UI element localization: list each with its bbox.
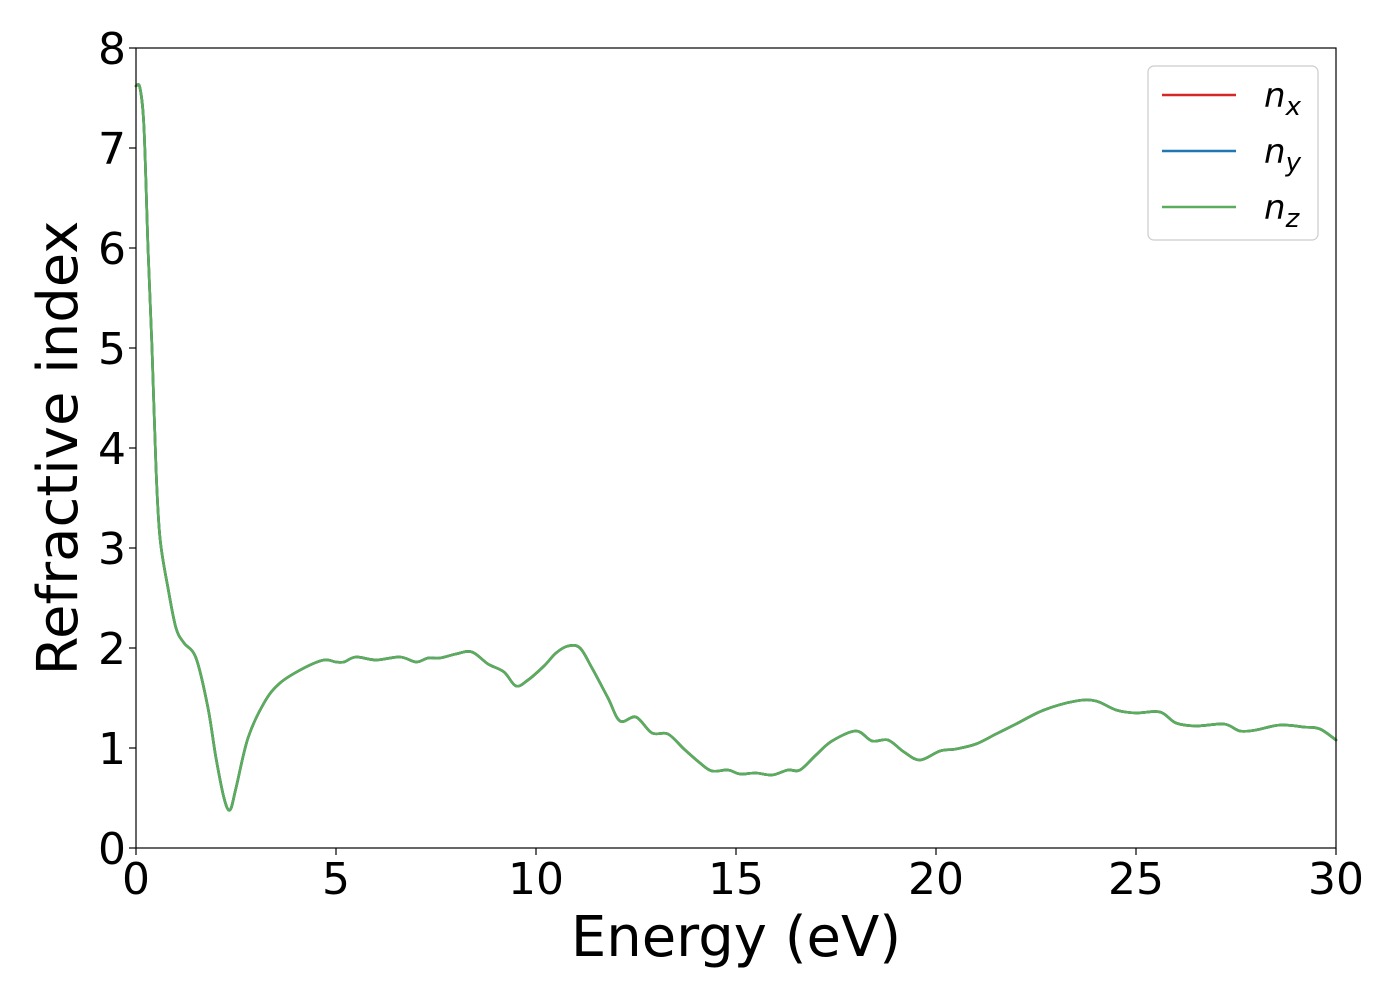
y-tick-label: 4 [98, 424, 126, 475]
y-tick-label: 8 [98, 24, 126, 75]
y-axis-label: Refractive index [26, 221, 91, 676]
legend-box [1147, 65, 1319, 241]
legend-label-ny: ny [1264, 132, 1302, 178]
legend-label-base: n [1264, 132, 1286, 172]
x-tick-label: 30 [1308, 854, 1364, 905]
x-axis-ticks: 0 5 10 15 20 25 30 [122, 848, 1364, 905]
legend-label-subscript: z [1285, 204, 1301, 234]
y-tick-label: 6 [98, 224, 126, 275]
legend-label-nz: nz [1264, 188, 1301, 234]
y-tick-label: 5 [98, 324, 126, 375]
legend-label-base: n [1264, 188, 1286, 228]
y-axis-ticks: 0 1 2 3 4 5 6 7 8 [98, 24, 136, 875]
y-tick-label: 2 [98, 624, 126, 675]
y-tick-label: 3 [98, 524, 126, 575]
legend-label-nx: nx [1264, 76, 1302, 122]
legend-label-subscript: x [1285, 92, 1302, 122]
x-tick-label: 20 [908, 854, 964, 905]
x-tick-label: 0 [122, 854, 150, 905]
series-line-nz [134, 83, 1338, 812]
x-tick-label: 5 [322, 854, 350, 905]
x-axis-label: Energy (eV) [571, 905, 901, 970]
x-tick-label: 25 [1108, 854, 1164, 905]
legend-label-subscript: y [1285, 148, 1302, 178]
y-tick-label: 0 [98, 824, 126, 875]
legend-label-base: n [1264, 76, 1286, 116]
y-tick-label: 1 [98, 724, 126, 775]
x-tick-label: 10 [508, 854, 564, 905]
y-tick-label: 7 [98, 124, 126, 175]
x-tick-label: 15 [708, 854, 764, 905]
series-layer [134, 83, 1338, 812]
